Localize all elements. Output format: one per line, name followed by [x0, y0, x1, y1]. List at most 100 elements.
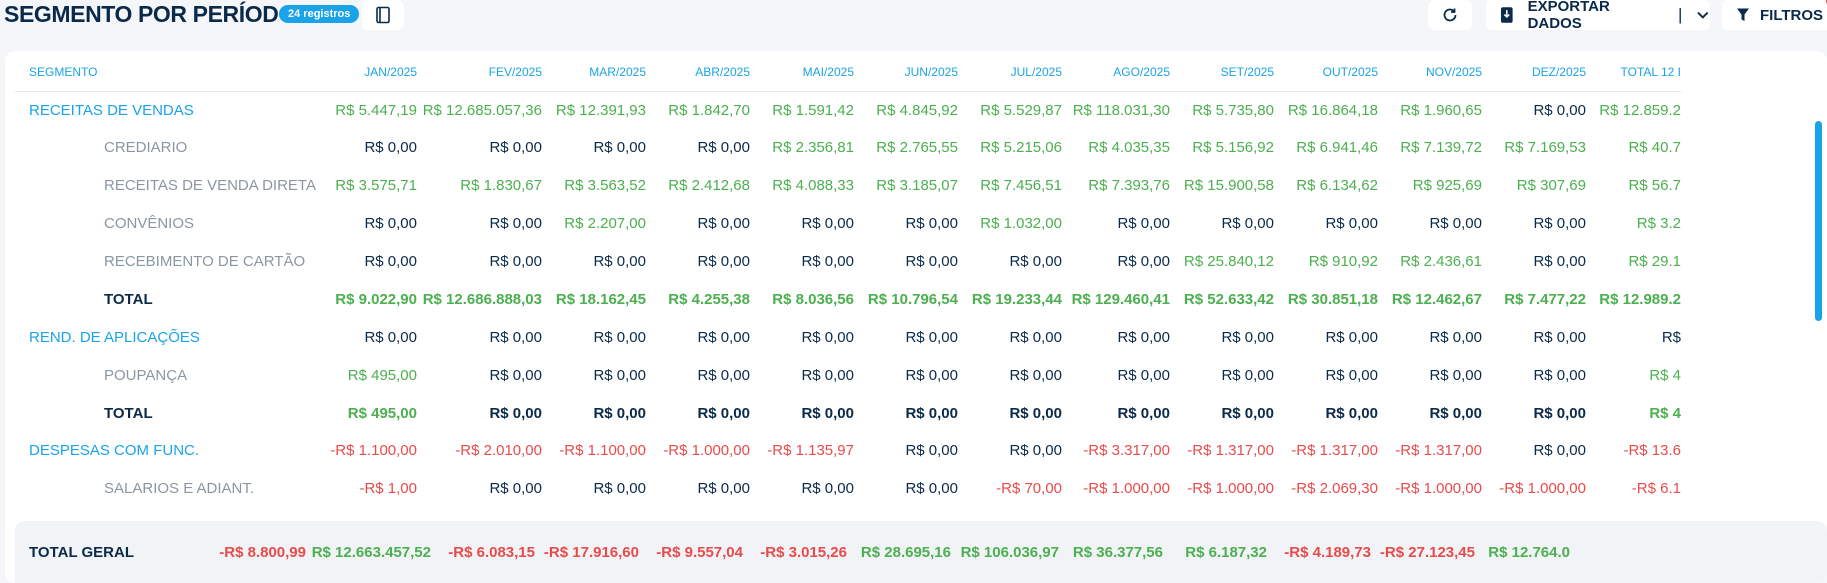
column-header[interactable]: MAI/2025	[750, 51, 854, 92]
grand-total-value: -R$ 17.916,60	[543, 543, 639, 561]
cell-value: R$ 6.941,46	[1296, 139, 1378, 157]
cell-value: R$ 0,00	[697, 366, 750, 384]
cell-value: R$ 0,00	[1533, 215, 1586, 233]
cell-value: R$ 4.088,33	[772, 177, 854, 195]
cell-value: R$ 0,00	[1533, 328, 1586, 346]
cell-value: R$ 4.845,92	[876, 101, 958, 119]
cell-value: R$ 9.022,90	[335, 290, 417, 308]
row-label: DESPESAS COM FUNC.	[29, 442, 200, 460]
cell-value: R$ 0,00	[1117, 215, 1170, 233]
cell-value: R$ 0,00	[1429, 404, 1482, 422]
column-header[interactable]: JAN/2025	[316, 51, 417, 92]
cell-value: R$ 0,00	[1429, 328, 1482, 346]
grand-total-label: TOTAL GERAL	[29, 543, 134, 561]
segment-row[interactable]: CREDIARIO R$ 0,00 R$ 0,00 R$ 0,00 R$ 0,00 R$ …	[15, 129, 1681, 167]
segment-group-row[interactable]: RECEITAS DE VENDAS R$ 5.447,19 R$ 12.685.0…	[15, 91, 1681, 129]
cell-value: -R$ 1.100,00	[559, 442, 646, 460]
cell-value: R$ 0,00	[1533, 366, 1586, 384]
cell-value: R$ 0,00	[364, 253, 417, 270]
cell-value: R$ 495,00	[347, 366, 417, 384]
cell-value: R$ 12.989.2	[1599, 290, 1681, 308]
column-header[interactable]: NOV/2025	[1378, 51, 1482, 92]
cell-value: R$ 2.412,68	[668, 177, 750, 195]
cell-value: R$ 2.765,55	[876, 139, 958, 157]
row-label: RECEBIMENTO DE CARTÃO	[104, 253, 306, 270]
cell-value: R$ 0,00	[1221, 366, 1274, 384]
cell-value: R$ 0,00	[1009, 328, 1062, 346]
cell-value: R$ 7.393,76	[1088, 177, 1170, 195]
cell-value: R$ 0,00	[1221, 328, 1274, 346]
column-header[interactable]: JUL/2025	[958, 51, 1062, 92]
vertical-scrollbar[interactable]	[1815, 121, 1822, 321]
row-label: REND. DE APLICAÇÕES	[29, 328, 200, 346]
cell-value: R$ 0,00	[697, 404, 750, 422]
cell-value: R$ 118.031,30	[1072, 101, 1170, 119]
subtotal-row[interactable]: TOTAL R$ 9.022,90 R$ 12.686.888,03 R$ 18.16…	[15, 280, 1681, 318]
cell-value: R$ 0,00	[1533, 404, 1586, 422]
cell-value: R$ 4.035,35	[1088, 139, 1170, 157]
cell-value: R$ 0,00	[1533, 253, 1586, 270]
row-label: RECEITAS DE VENDAS	[29, 101, 194, 119]
cell-value: -R$ 1.000,00	[1083, 480, 1170, 498]
export-separator: |	[1677, 5, 1683, 24]
column-header[interactable]: MAR/2025	[542, 51, 646, 92]
segment-row[interactable]: SALARIOS E ADIANT. -R$ 1,00 R$ 0,00 R$ 0,00…	[15, 470, 1681, 508]
grand-total-value: R$ 36.377,56	[1072, 543, 1163, 561]
cell-value: -R$ 1.000,00	[1187, 480, 1274, 498]
cell-value: R$ 6.134,62	[1296, 177, 1378, 195]
chevron-down-icon[interactable]	[1696, 10, 1710, 20]
cell-value: R$ 129.460,41	[1071, 290, 1170, 308]
column-header[interactable]: AGO/2025	[1062, 51, 1170, 92]
grand-total-bar: TOTAL GERAL -R$ 8.800,99 R$ 12.663.457,52-…	[15, 521, 1827, 583]
filters-button[interactable]: FILTROS	[1722, 0, 1827, 30]
cell-value: R$ 5.447,19	[335, 101, 417, 119]
segment-group-row[interactable]: REND. DE APLICAÇÕES R$ 0,00 R$ 0,00 R$ 0,00…	[15, 318, 1681, 356]
cell-value: R$ 56.7	[1628, 177, 1681, 195]
page-header: SEGMENTO POR PERÍODO 24 registros EXPORT…	[0, 0, 1827, 34]
cell-value: R$ 0,00	[905, 366, 958, 384]
grand-total-value: -R$ 27.123,45	[1379, 543, 1475, 561]
segment-group-row[interactable]: DESPESAS COM FUNC. -R$ 1.100,00 -R$ 2.010,…	[15, 432, 1681, 470]
column-header[interactable]: DEZ/2025	[1482, 51, 1586, 92]
segment-row[interactable]: RECEBIMENTO DE CARTÃO R$ 0,00 R$ 0,00 R$ 0,…	[15, 243, 1681, 281]
subtotal-row[interactable]: TOTAL R$ 495,00 R$ 0,00 R$ 0,00 R$ 0,00 R$ 0,…	[15, 394, 1681, 432]
cell-value: R$ 12.462,67	[1391, 290, 1482, 308]
column-header[interactable]: FEV/2025	[417, 51, 542, 92]
cell-value: R$ 0,00	[364, 328, 417, 346]
cell-value: R$ 4	[1649, 366, 1681, 384]
segment-table-card: SEGMENTO JAN/2025 FEV/2025 MAR/2025 ABR/2025…	[5, 51, 1827, 583]
book-button[interactable]	[362, 0, 404, 30]
column-header[interactable]: JUN/2025	[854, 51, 958, 92]
export-data-button[interactable]: EXPORTAR DADOS |	[1486, 0, 1710, 32]
cell-value: R$ 307,69	[1516, 177, 1586, 195]
cell-value: R$ 0,00	[1009, 442, 1062, 460]
cell-value: R$ 0,00	[593, 328, 646, 346]
cell-value: R$ 0,00	[1429, 366, 1482, 384]
grand-total-value: R$ 12.663.457,52	[311, 543, 431, 561]
cell-value: R$ 40.7	[1628, 139, 1681, 157]
cell-value: R$ 0,00	[801, 404, 854, 422]
cell-value: R$ 0,00	[697, 253, 750, 270]
cell-value: R$ 12.685.057,36	[422, 101, 542, 119]
column-header[interactable]: TOTAL 12 I	[1586, 51, 1681, 92]
segment-row[interactable]: CONVÊNIOS R$ 0,00 R$ 0,00 R$ 2.207,00 R$ 0,0…	[15, 205, 1681, 243]
column-header[interactable]: SET/2025	[1170, 51, 1274, 92]
cell-value: R$ 10.796,54	[867, 290, 958, 308]
cell-value: R$ 1.842,70	[668, 101, 750, 119]
segment-row[interactable]: RECEITAS DE VENDA DIRETA R$ 3.575,71 R$ 1.…	[15, 167, 1681, 205]
cell-value: R$ 0,00	[801, 328, 854, 346]
column-header-segment[interactable]: SEGMENTO	[15, 51, 316, 92]
filters-label: FILTROS	[1760, 6, 1824, 24]
cell-value: R$ 0,00	[905, 480, 958, 498]
column-header[interactable]: ABR/2025	[646, 51, 750, 92]
cell-value: R$ 0,00	[1117, 328, 1170, 346]
segment-row[interactable]: POUPANÇA R$ 495,00 R$ 0,00 R$ 0,00 R$ 0,00 R$…	[15, 356, 1681, 394]
column-header[interactable]: OUT/2025	[1274, 51, 1378, 92]
row-label: CREDIARIO	[104, 139, 188, 157]
row-label: SALARIOS E ADIANT.	[104, 480, 255, 498]
cell-value: R$ 0,00	[1325, 328, 1378, 346]
refresh-button[interactable]	[1428, 0, 1472, 30]
cell-value: R$ 0,00	[801, 480, 854, 498]
cell-value: R$ 0,00	[593, 253, 646, 270]
cell-value: R$ 1.830,67	[460, 177, 542, 195]
